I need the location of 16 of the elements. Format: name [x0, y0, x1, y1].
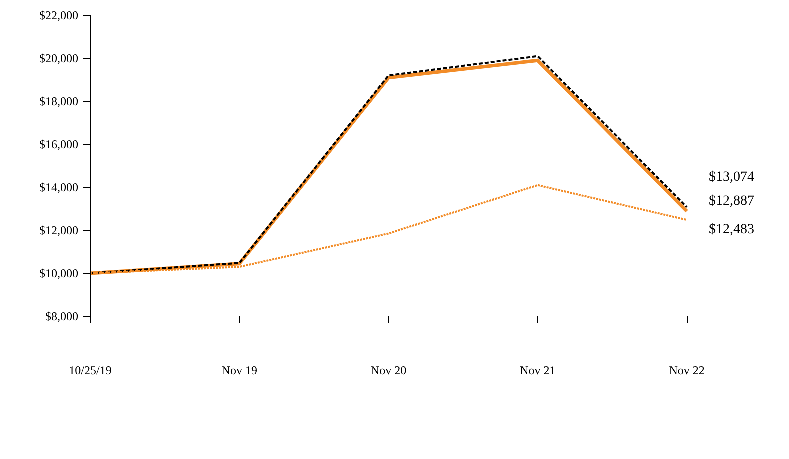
y-tick-label: $22,000 — [40, 8, 78, 22]
x-tick-label: Nov 21 — [520, 364, 556, 378]
x-tick-label: Nov 19 — [222, 364, 258, 378]
y-tick-label: $8,000 — [46, 310, 78, 324]
y-tick-label: $12,000 — [40, 224, 78, 238]
data-label: $12,483 — [709, 222, 755, 238]
x-tick-label: Nov 20 — [370, 364, 407, 378]
x-tick-label: Nov 22 — [669, 364, 705, 378]
y-tick-label: $20,000 — [40, 52, 78, 66]
y-tick-label: $16,000 — [40, 138, 78, 152]
y-tick-label: $10,000 — [40, 266, 78, 280]
data-label: $13,074 — [709, 170, 755, 185]
data-label: $12,887 — [709, 194, 755, 209]
x-tick-label: 10/25/19 — [69, 364, 112, 378]
y-tick-label: $14,000 — [40, 180, 78, 194]
y-tick-label: $18,000 — [40, 94, 78, 108]
